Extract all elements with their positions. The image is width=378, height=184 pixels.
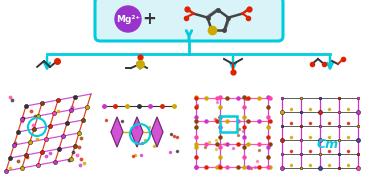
Polygon shape xyxy=(151,117,163,147)
Circle shape xyxy=(115,6,141,32)
Text: Mg²⁺: Mg²⁺ xyxy=(116,15,140,24)
Polygon shape xyxy=(131,117,143,147)
Bar xyxy=(220,116,237,132)
Polygon shape xyxy=(111,117,123,147)
Text: Cm: Cm xyxy=(317,137,339,151)
FancyBboxPatch shape xyxy=(95,0,283,41)
Text: +: + xyxy=(142,10,156,28)
